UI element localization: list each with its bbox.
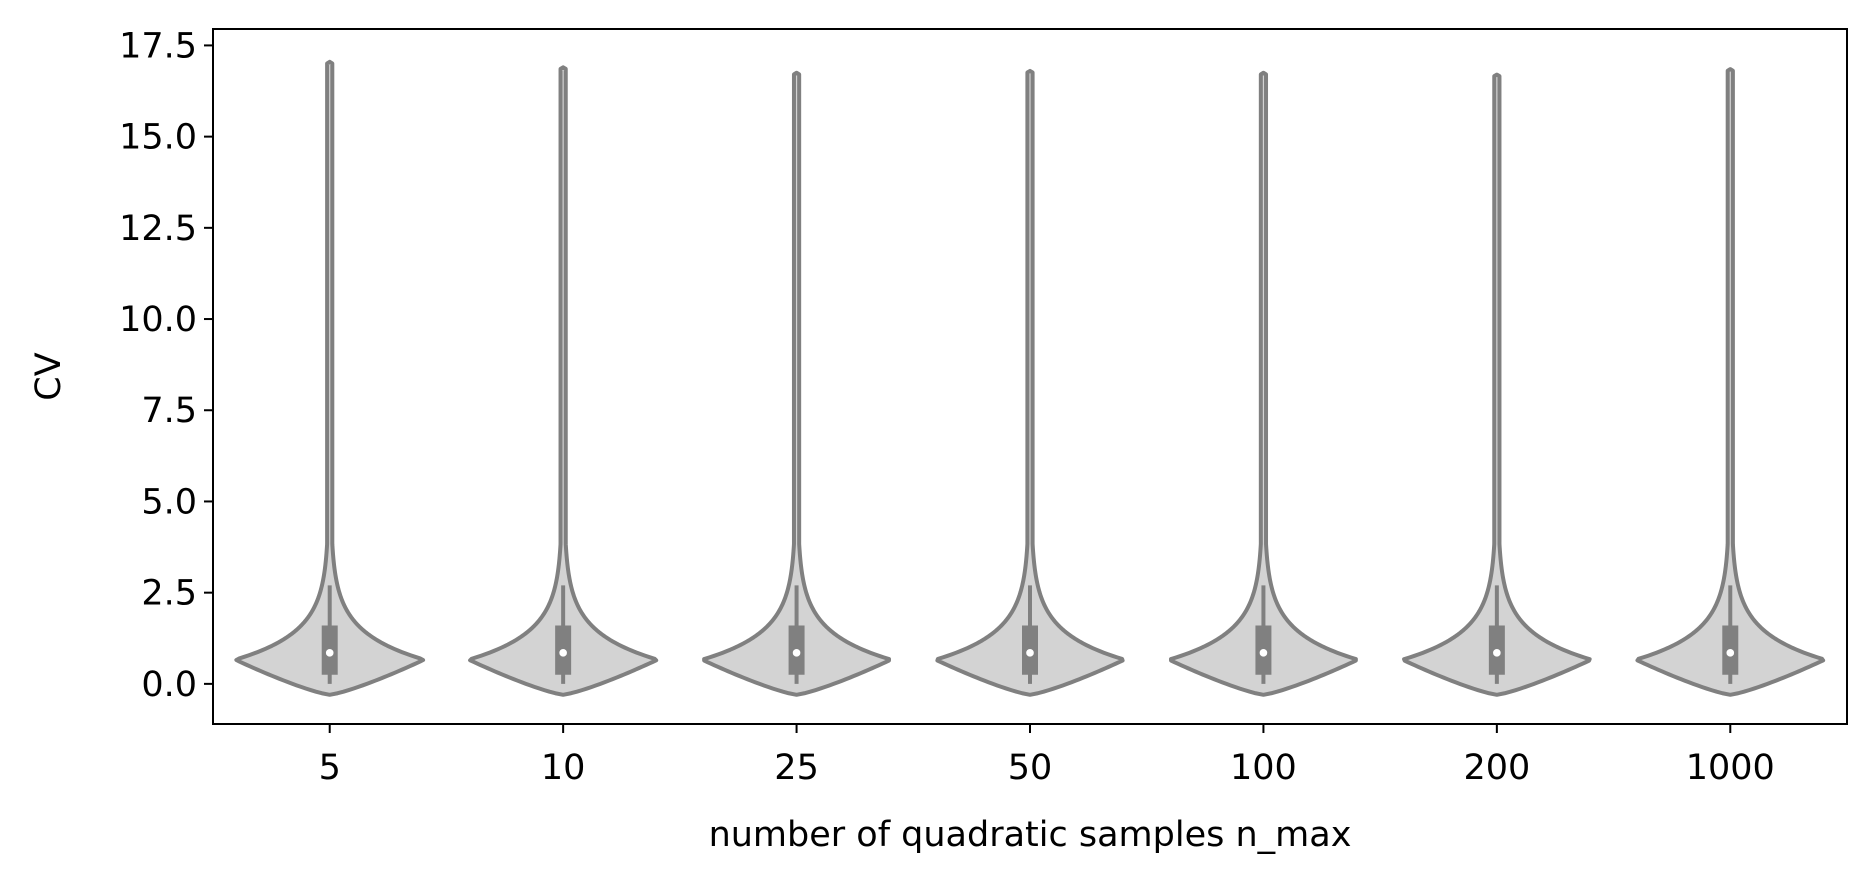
y-tick-label: 7.5 — [141, 391, 197, 431]
x-axis-label: number of quadratic samples n_max — [709, 815, 1352, 855]
y-axis: 0.0 2.5 5.0 7.5 10.0 12.5 15.0 17.5 — [119, 26, 213, 705]
violin-body-200 — [1402, 72, 1592, 697]
violin-median-100 — [1259, 649, 1268, 657]
x-tick-label: 50 — [1008, 748, 1053, 788]
x-axis: 5 10 25 50 100 200 1000 — [319, 724, 1775, 788]
violin-body-100 — [1168, 70, 1358, 697]
violin-median-5 — [325, 649, 334, 657]
y-tick-label: 2.5 — [141, 574, 197, 614]
y-tick-label: 15.0 — [119, 118, 197, 158]
y-tick-label: 17.5 — [119, 26, 197, 66]
x-tick-label: 10 — [541, 748, 586, 788]
violin-median-1000 — [1726, 649, 1735, 657]
x-tick-label: 25 — [774, 748, 819, 788]
violin-body-50 — [935, 68, 1125, 697]
violin-body-10 — [468, 65, 659, 697]
violin-body-25 — [702, 70, 892, 697]
violin-body-1000 — [1635, 67, 1826, 697]
x-tick-label: 1000 — [1686, 748, 1775, 788]
x-tick-label: 200 — [1463, 748, 1530, 788]
y-tick-label: 10.0 — [119, 300, 197, 340]
y-axis-label: CV — [29, 352, 69, 400]
x-tick-label: 100 — [1230, 748, 1297, 788]
y-tick-label: 0.0 — [141, 665, 197, 705]
violin-median-10 — [559, 649, 567, 657]
violin-body-5 — [234, 59, 426, 697]
violins-group — [234, 59, 1826, 697]
violin-median-50 — [1026, 649, 1034, 657]
violin-median-25 — [792, 649, 801, 657]
y-tick-label: 12.5 — [119, 209, 197, 249]
y-tick-label: 5.0 — [141, 482, 197, 522]
x-tick-label: 5 — [319, 748, 341, 788]
violin-median-200 — [1493, 649, 1501, 657]
